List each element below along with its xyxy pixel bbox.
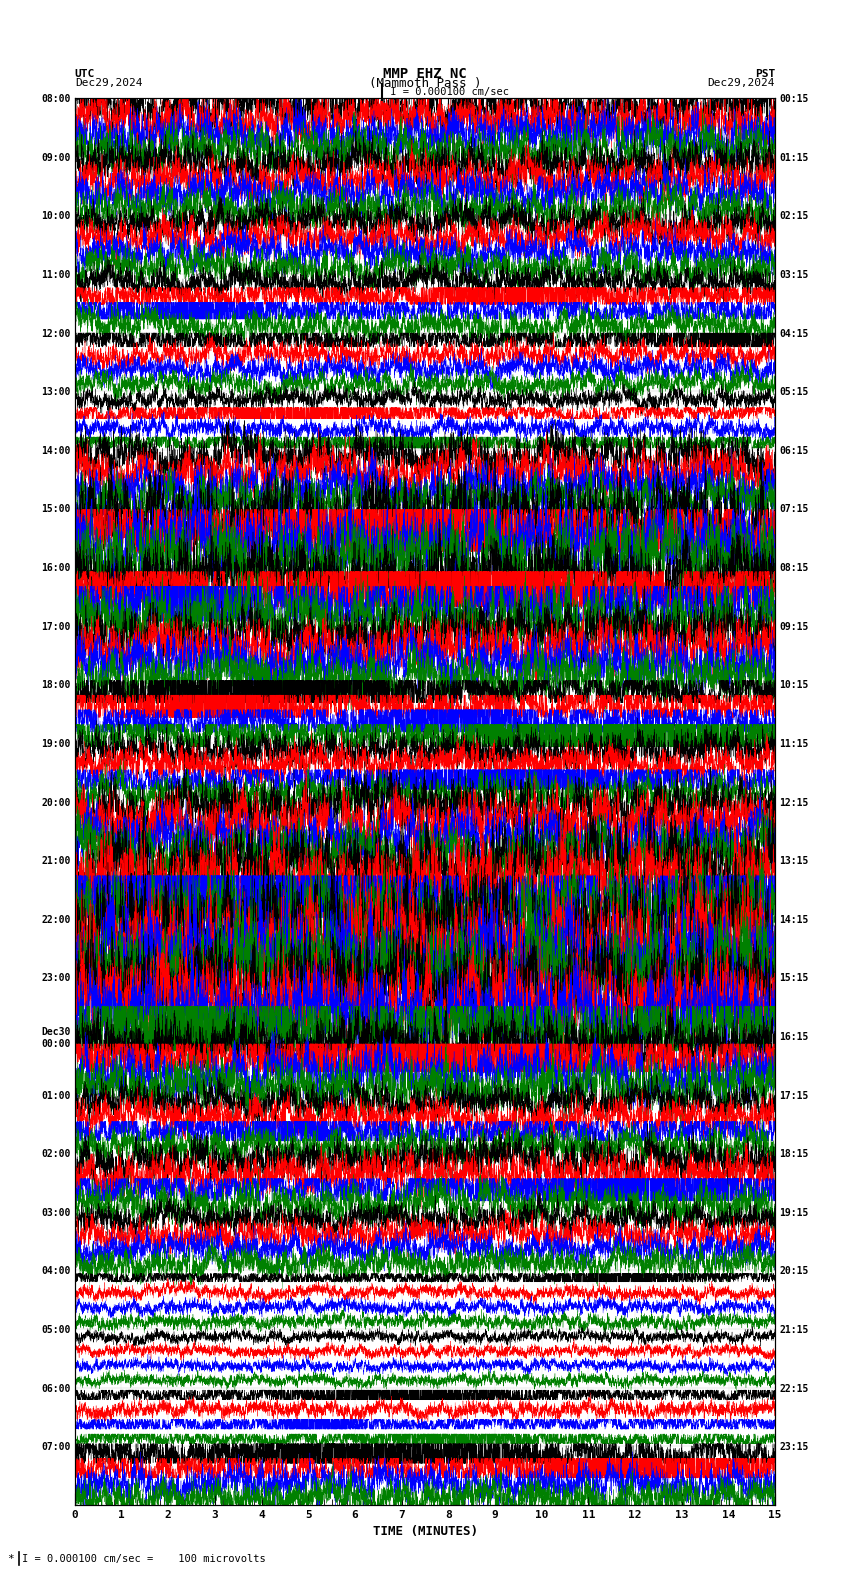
- Text: I = 0.000100 cm/sec: I = 0.000100 cm/sec: [384, 87, 509, 97]
- Text: UTC: UTC: [75, 68, 95, 79]
- Text: MMP EHZ NC: MMP EHZ NC: [383, 67, 467, 81]
- Text: *: *: [7, 1554, 14, 1563]
- Text: PST: PST: [755, 68, 775, 79]
- Text: (Mammoth Pass ): (Mammoth Pass ): [369, 76, 481, 90]
- X-axis label: TIME (MINUTES): TIME (MINUTES): [372, 1525, 478, 1538]
- Text: Dec29,2024: Dec29,2024: [708, 78, 775, 89]
- Text: Dec29,2024: Dec29,2024: [75, 78, 142, 89]
- Text: I = 0.000100 cm/sec =    100 microvolts: I = 0.000100 cm/sec = 100 microvolts: [22, 1554, 266, 1563]
